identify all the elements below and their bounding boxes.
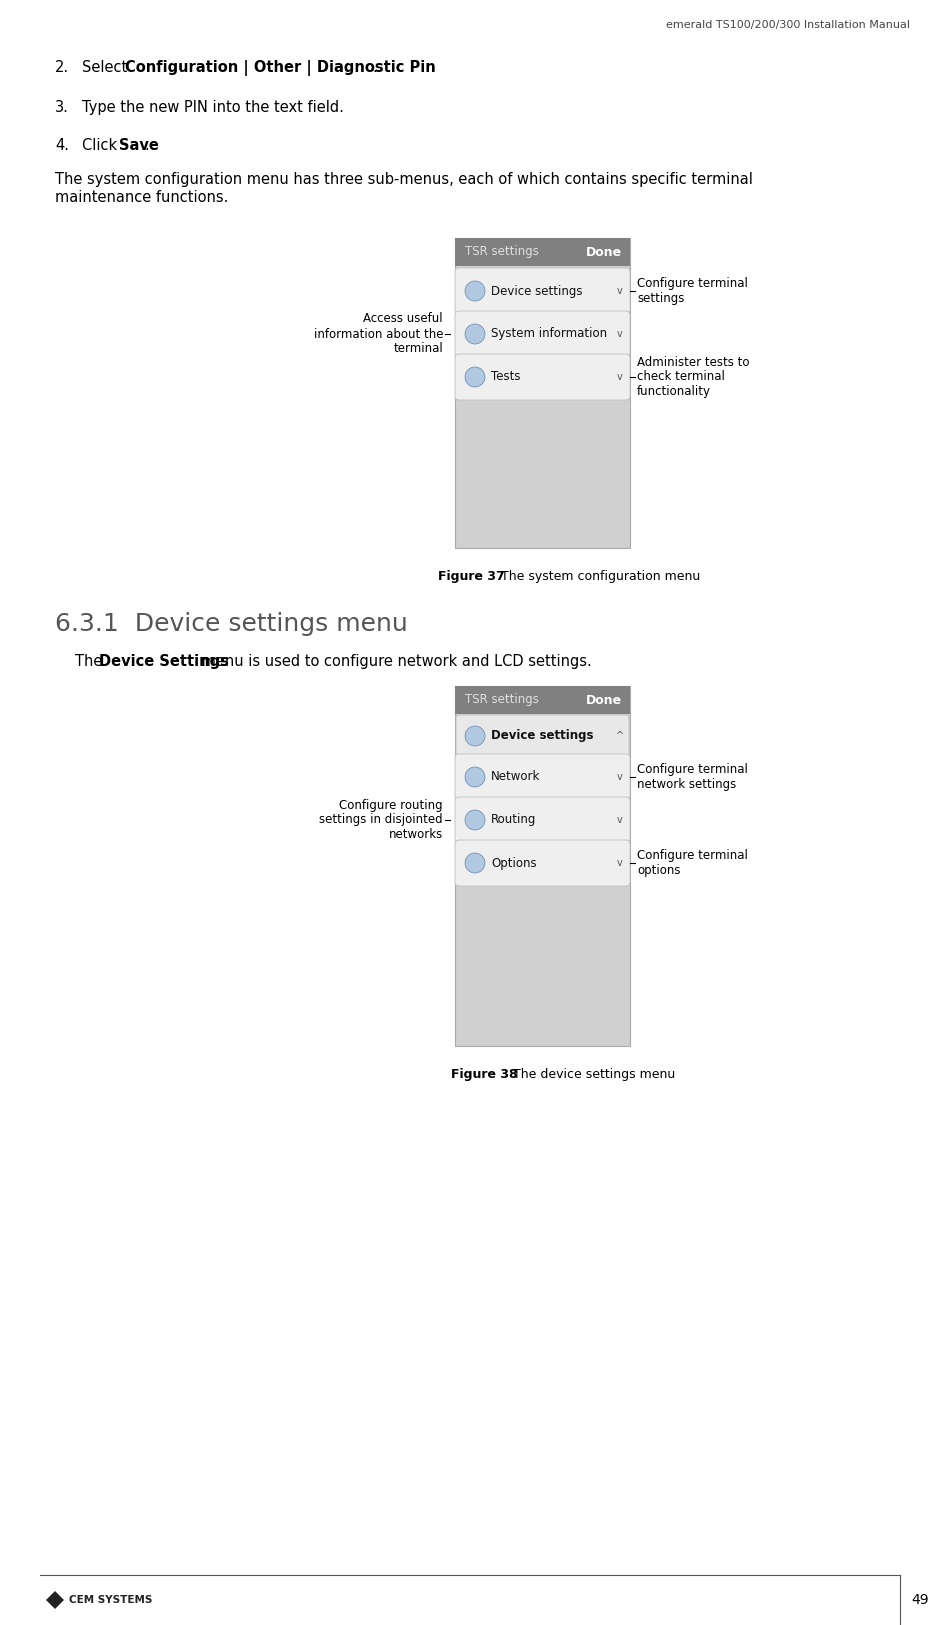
Text: Configure terminal
network settings: Configure terminal network settings xyxy=(637,764,748,791)
Circle shape xyxy=(465,853,485,873)
FancyBboxPatch shape xyxy=(455,754,630,800)
FancyBboxPatch shape xyxy=(455,268,630,314)
Circle shape xyxy=(465,367,485,387)
Text: Network: Network xyxy=(491,770,540,783)
Text: Configure terminal
settings: Configure terminal settings xyxy=(637,276,748,306)
Text: v: v xyxy=(617,286,623,296)
Text: maintenance functions.: maintenance functions. xyxy=(55,190,228,205)
FancyBboxPatch shape xyxy=(456,715,629,757)
Text: The system configuration menu has three sub-menus, each of which contains specif: The system configuration menu has three … xyxy=(55,172,753,187)
Text: Configure terminal
options: Configure terminal options xyxy=(637,848,748,878)
Text: .: . xyxy=(144,138,149,153)
Circle shape xyxy=(465,809,485,830)
Text: Access useful
information about the
terminal: Access useful information about the term… xyxy=(313,312,443,356)
Text: Routing: Routing xyxy=(491,814,536,827)
Text: Done: Done xyxy=(586,245,622,258)
Text: v: v xyxy=(617,328,623,340)
FancyBboxPatch shape xyxy=(455,237,630,266)
Text: The: The xyxy=(75,653,107,669)
Text: Options: Options xyxy=(491,856,536,869)
Text: System information: System information xyxy=(491,328,607,341)
FancyBboxPatch shape xyxy=(455,354,630,400)
FancyBboxPatch shape xyxy=(455,237,630,548)
Text: v: v xyxy=(617,858,623,868)
FancyBboxPatch shape xyxy=(455,840,630,886)
FancyBboxPatch shape xyxy=(455,686,630,713)
FancyBboxPatch shape xyxy=(455,686,630,1046)
Text: TSR settings: TSR settings xyxy=(465,245,539,258)
Text: Select: Select xyxy=(82,60,132,75)
Text: Type the new PIN into the text field.: Type the new PIN into the text field. xyxy=(82,101,344,115)
Polygon shape xyxy=(46,1591,64,1609)
Text: CEM SYSTEMS: CEM SYSTEMS xyxy=(69,1596,152,1606)
Text: 4.: 4. xyxy=(55,138,69,153)
Text: TSR settings: TSR settings xyxy=(465,694,539,707)
Text: 3.: 3. xyxy=(55,101,69,115)
Text: Device Settings: Device Settings xyxy=(99,653,229,669)
Text: Device settings: Device settings xyxy=(491,284,582,297)
Text: 2.: 2. xyxy=(55,60,69,75)
Text: Figure 37: Figure 37 xyxy=(438,570,505,583)
Text: .: . xyxy=(372,60,377,75)
Text: menu is used to configure network and LCD settings.: menu is used to configure network and LC… xyxy=(197,653,592,669)
Text: Save: Save xyxy=(119,138,159,153)
Text: The system configuration menu: The system configuration menu xyxy=(497,570,700,583)
Text: Done: Done xyxy=(586,694,622,707)
Circle shape xyxy=(465,726,485,746)
Text: emerald TS100/200/300 Installation Manual: emerald TS100/200/300 Installation Manua… xyxy=(666,20,910,29)
Circle shape xyxy=(465,767,485,786)
Text: 6.3.1  Device settings menu: 6.3.1 Device settings menu xyxy=(55,613,408,635)
FancyBboxPatch shape xyxy=(455,310,630,358)
Circle shape xyxy=(465,323,485,344)
FancyBboxPatch shape xyxy=(455,796,630,843)
Text: Device settings: Device settings xyxy=(491,730,594,743)
Text: Configure routing
settings in disjointed
networks: Configure routing settings in disjointed… xyxy=(319,798,443,842)
Text: v: v xyxy=(617,772,623,782)
Text: Tests: Tests xyxy=(491,370,520,383)
Text: Figure 38: Figure 38 xyxy=(450,1068,517,1081)
Text: The device settings menu: The device settings menu xyxy=(509,1068,676,1081)
Text: Configuration | Other | Diagnostic Pin: Configuration | Other | Diagnostic Pin xyxy=(125,60,435,76)
Circle shape xyxy=(465,281,485,301)
Text: v: v xyxy=(617,816,623,826)
Text: Administer tests to
check terminal
functionality: Administer tests to check terminal funct… xyxy=(637,356,750,398)
Text: 49: 49 xyxy=(911,1592,929,1607)
Text: v: v xyxy=(617,372,623,382)
Text: Click: Click xyxy=(82,138,122,153)
Text: ^: ^ xyxy=(615,731,624,741)
